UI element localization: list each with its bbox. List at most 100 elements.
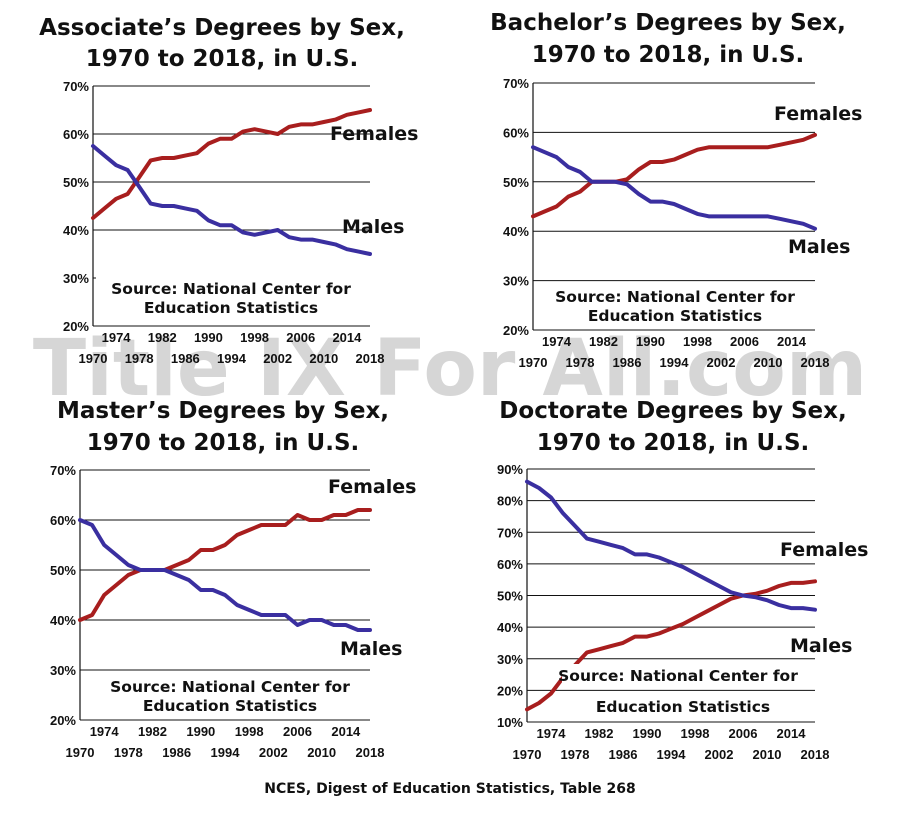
x-tick-label: 2010 bbox=[754, 355, 783, 370]
grid-lines bbox=[526, 468, 815, 723]
x-axis-ticks: 1974 1982 1990 1998 2006 2014 1970 1978 1986 1994… bbox=[519, 334, 830, 370]
x-tick-label: 2014 bbox=[777, 726, 807, 741]
x-tick-label: 1986 bbox=[171, 351, 200, 366]
source-box-bg bbox=[562, 664, 807, 684]
x-tick-label: 1994 bbox=[211, 745, 241, 760]
y-tick-label: 50% bbox=[503, 175, 529, 190]
females-line bbox=[531, 132, 817, 219]
source-line2: Education Statistics bbox=[144, 299, 318, 317]
source-box-bg bbox=[96, 275, 370, 320]
source-box-bg bbox=[94, 674, 374, 718]
source-box-bg bbox=[540, 283, 810, 327]
x-tick-label: 2018 bbox=[801, 747, 830, 762]
x-tick-label: 1978 bbox=[125, 351, 154, 366]
chart-bachelor: Bachelor’s Degrees by Sex, 1970 to 2018,… bbox=[490, 10, 862, 370]
chart-title-line2: 1970 to 2018, in U.S. bbox=[87, 430, 360, 456]
y-tick-label: 20% bbox=[50, 713, 76, 728]
y-tick-label: 70% bbox=[63, 79, 89, 94]
males-label: Males bbox=[790, 635, 852, 657]
y-tick-label: 60% bbox=[497, 557, 523, 572]
females-line bbox=[78, 508, 372, 622]
y-tick-label: 70% bbox=[50, 463, 76, 478]
x-tick-label: 1978 bbox=[561, 747, 590, 762]
chart-associate: Associate’s Degrees by Sex, 1970 to 2018… bbox=[39, 15, 418, 366]
chart-doctorate: Doctorate Degrees by Sex, 1970 to 2018, … bbox=[497, 398, 868, 762]
grid-lines bbox=[532, 82, 815, 331]
males-line bbox=[525, 479, 817, 612]
x-tick-label: 1974 bbox=[542, 334, 572, 349]
females-label: Females bbox=[328, 476, 416, 498]
x-tick-label: 1986 bbox=[613, 355, 642, 370]
x-tick-label: 1986 bbox=[162, 745, 191, 760]
x-tick-label: 2014 bbox=[332, 330, 362, 345]
x-tick-label: 1978 bbox=[114, 745, 143, 760]
x-tick-label: 2010 bbox=[309, 351, 338, 366]
y-tick-label: 50% bbox=[50, 563, 76, 578]
x-tick-label: 2002 bbox=[707, 355, 736, 370]
x-tick-label: 1974 bbox=[537, 726, 567, 741]
x-tick-label: 1970 bbox=[513, 747, 542, 762]
y-tick-label: 40% bbox=[50, 613, 76, 628]
y-tick-label: 30% bbox=[50, 663, 76, 678]
y-tick-label: 30% bbox=[63, 271, 89, 286]
chart-title-line1: Doctorate Degrees by Sex, bbox=[499, 398, 846, 424]
y-tick-label: 40% bbox=[63, 223, 89, 238]
y-tick-label: 70% bbox=[497, 525, 523, 540]
y-tick-label: 20% bbox=[497, 683, 523, 698]
chart-title-line1: Bachelor’s Degrees by Sex, bbox=[490, 10, 846, 36]
y-tick-label: 60% bbox=[63, 127, 89, 142]
source-box: Source: National Center for Education St… bbox=[96, 275, 370, 320]
y-axis-ticks: 10% 20% 30% 40% 50% 60% 70% 80% 90% bbox=[497, 462, 523, 730]
x-tick-label: 1990 bbox=[186, 724, 215, 739]
x-tick-label: 2018 bbox=[356, 745, 385, 760]
x-tick-label: 2014 bbox=[777, 334, 807, 349]
x-tick-label: 1970 bbox=[519, 355, 548, 370]
females-label: Females bbox=[780, 539, 868, 561]
x-tick-label: 2006 bbox=[286, 330, 315, 345]
y-tick-label: 50% bbox=[497, 589, 523, 604]
x-tick-label: 2002 bbox=[259, 745, 288, 760]
source-line1: Source: National Center for bbox=[110, 678, 350, 696]
source-line1: Source: National Center for bbox=[558, 667, 798, 685]
males-label: Males bbox=[340, 638, 402, 660]
females-line bbox=[91, 108, 372, 220]
y-tick-label: 90% bbox=[497, 462, 523, 477]
source-line2: Education Statistics bbox=[596, 698, 770, 716]
source-line2: Education Statistics bbox=[588, 307, 762, 325]
y-tick-label: 50% bbox=[63, 175, 89, 190]
x-axis-ticks: 1974 1982 1990 1998 2006 2014 1970 1978 1986 1994… bbox=[79, 330, 385, 366]
y-axis-ticks: 20% 30% 40% 50% 60% 70% bbox=[503, 76, 529, 338]
y-tick-label: 30% bbox=[497, 652, 523, 667]
y-tick-label: 30% bbox=[503, 274, 529, 289]
x-tick-label: 1982 bbox=[585, 726, 614, 741]
x-tick-label: 2018 bbox=[356, 351, 385, 366]
x-tick-label: 1990 bbox=[636, 334, 665, 349]
x-axis-ticks: 1974 1982 1990 1998 2006 2014 1970 1978 1986 1994… bbox=[513, 726, 830, 762]
x-tick-label: 1978 bbox=[566, 355, 595, 370]
chart-title-line2: 1970 to 2018, in U.S. bbox=[86, 46, 359, 72]
watermark: Title IX For All.com bbox=[33, 324, 867, 414]
y-axis-ticks: 20% 30% 40% 50% 60% 70% bbox=[63, 79, 89, 334]
y-tick-label: 60% bbox=[50, 513, 76, 528]
y-tick-label: 20% bbox=[503, 323, 529, 338]
chart-title-line2: 1970 to 2018, in U.S. bbox=[537, 430, 810, 456]
x-tick-label: 1998 bbox=[235, 724, 264, 739]
source-box: Source: National Center for Education St… bbox=[558, 664, 807, 716]
y-tick-label: 60% bbox=[503, 125, 529, 140]
x-tick-label: 2006 bbox=[730, 334, 759, 349]
x-tick-label: 1986 bbox=[609, 747, 638, 762]
x-tick-label: 2006 bbox=[729, 726, 758, 741]
females-label: Females bbox=[774, 103, 862, 125]
series-lines bbox=[531, 132, 817, 231]
x-tick-label: 2014 bbox=[331, 724, 361, 739]
x-tick-label: 1982 bbox=[138, 724, 167, 739]
source-box-bg bbox=[572, 694, 794, 716]
x-tick-label: 1982 bbox=[148, 330, 177, 345]
x-tick-label: 1970 bbox=[79, 351, 108, 366]
y-tick-label: 80% bbox=[497, 494, 523, 509]
y-axis-ticks: 20% 30% 40% 50% 60% 70% bbox=[50, 463, 76, 728]
footer-citation: NCES, Digest of Education Statistics, Ta… bbox=[264, 781, 635, 797]
source-line1: Source: National Center for bbox=[111, 280, 351, 298]
x-tick-label: 2010 bbox=[307, 745, 336, 760]
source-box: Source: National Center for Education St… bbox=[540, 283, 810, 327]
